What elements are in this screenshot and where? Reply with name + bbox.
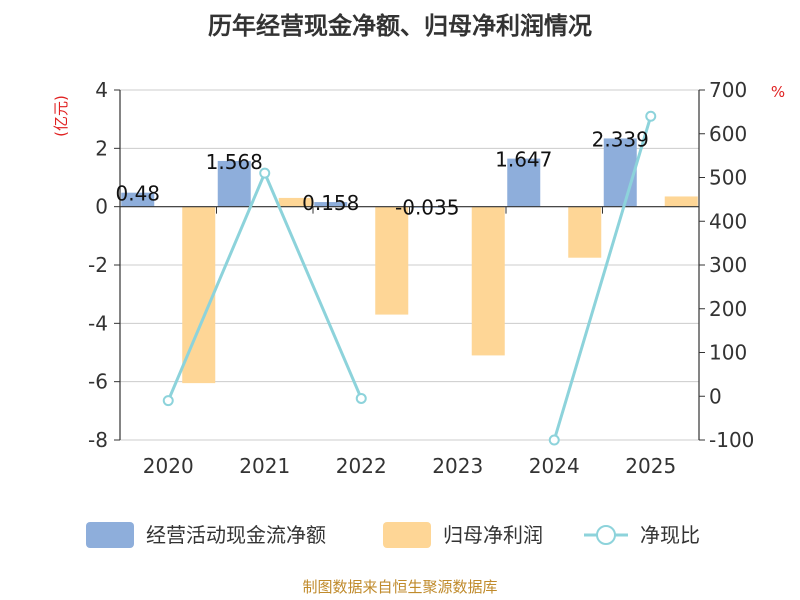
data-label-cashflow: 1.647 xyxy=(495,148,552,172)
right-axis-tick-label: 200 xyxy=(709,297,747,321)
x-axis-tick-label: 2023 xyxy=(432,454,483,478)
data-label-cashflow: 1.568 xyxy=(206,150,263,174)
right-axis-tick-label: 400 xyxy=(709,209,747,233)
data-label-cashflow: 0.158 xyxy=(302,191,359,215)
right-axis-tick-label: 300 xyxy=(709,253,747,277)
bar-net-profit xyxy=(375,206,409,315)
left-axis-tick-label: 4 xyxy=(95,78,108,102)
bar-cashflow xyxy=(121,192,155,207)
data-labels: 0.48 1.568 0.158 -0.035 1.647 2.339 xyxy=(115,127,648,219)
ratio-point xyxy=(162,395,174,407)
right-axis-tick-label: 100 xyxy=(709,341,747,365)
left-axis-tick-label: -2 xyxy=(88,253,108,277)
bar-cashflow xyxy=(603,138,637,207)
source-note: 制图数据来自恒生聚源数据库 xyxy=(302,578,497,596)
bar-net-profit xyxy=(278,197,312,207)
legend-label-ratio: 净现比 xyxy=(640,523,700,547)
x-axis-tick-label: 2020 xyxy=(143,454,194,478)
ratio-point xyxy=(355,392,367,404)
legend-label-net-profit: 归母净利润 xyxy=(443,523,543,547)
data-label-cashflow: 0.48 xyxy=(115,182,160,206)
bar-cashflow xyxy=(507,158,541,207)
bar-cashflow xyxy=(314,202,348,207)
data-label-cashflow: 2.339 xyxy=(592,127,649,151)
legend-swatch-ratio-marker xyxy=(596,525,616,545)
axes: 4 2 0 -2 -4 -6 -8 700 600 500 400 300 200 100 0 -100 202… xyxy=(88,78,754,478)
legend-swatch-net-profit xyxy=(383,522,431,548)
left-axis-unit: (亿元) xyxy=(52,95,70,137)
ratio-line xyxy=(552,115,653,441)
right-axis-tick-label: 0 xyxy=(709,384,722,408)
bar-net-profit xyxy=(471,206,505,356)
bar-net-profit xyxy=(664,196,698,207)
right-axis-tick-label: -100 xyxy=(709,428,754,452)
left-axis-tick-label: -8 xyxy=(88,428,108,452)
right-axis-tick-label: 700 xyxy=(709,78,747,102)
left-axis-tick-label: 2 xyxy=(95,136,108,160)
ratio-point xyxy=(259,167,271,179)
chart-title: 历年经营现金净额、归母净利润情况 xyxy=(208,12,592,40)
left-axis-tick-label: -6 xyxy=(88,370,108,394)
x-axis-tick-label: 2021 xyxy=(239,454,290,478)
left-axis-tick-label: -4 xyxy=(88,311,108,335)
data-label-cashflow: -0.035 xyxy=(395,196,459,220)
right-axis-unit: % xyxy=(771,83,785,101)
ratio-point xyxy=(645,110,657,122)
left-axis-tick-label: 0 xyxy=(95,195,108,219)
legend: 经营活动现金流净额 归母净利润 净现比 xyxy=(86,522,700,548)
ratio-point xyxy=(548,434,560,446)
right-axis-tick-label: 500 xyxy=(709,166,747,190)
x-axis-tick-label: 2025 xyxy=(625,454,676,478)
bar-cashflow xyxy=(217,160,251,207)
line-series xyxy=(162,110,657,446)
right-axis-tick-label: 600 xyxy=(709,122,747,146)
legend-label-cashflow: 经营活动现金流净额 xyxy=(146,523,326,547)
x-axis-tick-label: 2022 xyxy=(336,454,387,478)
x-axis-tick-label: 2024 xyxy=(529,454,580,478)
bars xyxy=(121,138,698,384)
legend-swatch-cashflow xyxy=(86,522,134,548)
bar-net-profit xyxy=(568,206,602,258)
